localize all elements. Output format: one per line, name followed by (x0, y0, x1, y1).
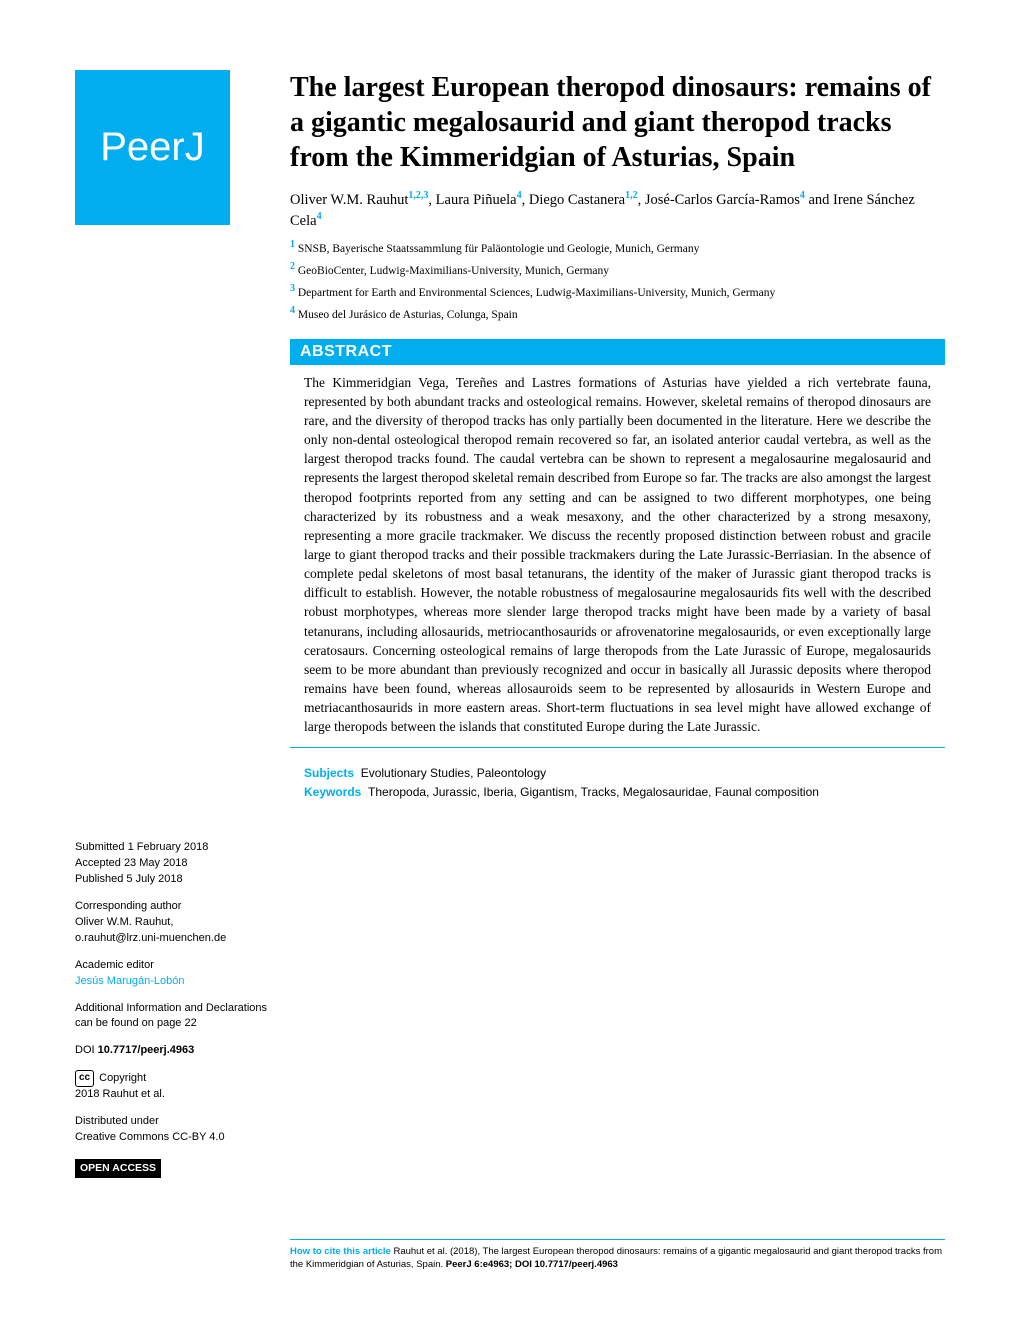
editor-name: Jesús Marugán-Lobón (75, 975, 184, 987)
copyright-text: 2018 Rauhut et al. (75, 1088, 165, 1100)
subjects-label: Subjects (304, 766, 354, 780)
distributed-label: Distributed under (75, 1115, 159, 1127)
published-date: 5 July 2018 (126, 873, 182, 885)
affiliation-row: 1 SNSB, Bayerische Staatssammlung für Pa… (290, 237, 945, 258)
keywords-label: Keywords (304, 785, 361, 799)
subjects-text: Evolutionary Studies, Paleontology (361, 766, 546, 780)
submitted-label: Submitted (75, 841, 125, 853)
affiliations-list: 1 SNSB, Bayerische Staatssammlung für Pa… (290, 237, 945, 324)
additional-info-block: Additional Information and Declarations … (75, 1001, 270, 1033)
abstract-heading: ABSTRACT (290, 339, 945, 365)
editor-label: Academic editor (75, 959, 154, 971)
peerj-logo: PeerJ (75, 70, 230, 225)
corresp-name: Oliver W.M. Rauhut, (75, 916, 173, 928)
accepted-label: Accepted (75, 857, 121, 869)
authors-list: Oliver W.M. Rauhut1,2,3, Laura Piñuela4,… (290, 189, 945, 231)
affiliation-row: 2 GeoBioCenter, Ludwig-Maximilians-Unive… (290, 259, 945, 280)
corresp-email: o.rauhut@lrz.uni-muenchen.de (75, 932, 226, 944)
abstract-text: The Kimmeridgian Vega, Tereñes and Lastr… (290, 365, 945, 748)
additional-info-text: Additional Information and Declarations … (75, 1002, 267, 1030)
citation-footer: How to cite this article Rauhut et al. (… (290, 1239, 945, 1272)
citation-journal: PeerJ 6:e4963; DOI 10.7717/peerj.4963 (446, 1259, 618, 1270)
distributed-text: Creative Commons CC-BY 4.0 (75, 1131, 225, 1143)
open-access-badge-wrapper: OPEN ACCESS (75, 1157, 270, 1178)
dates-block: Submitted 1 February 2018 Accepted 23 Ma… (75, 840, 270, 888)
distributed-block: Distributed under Creative Commons CC-BY… (75, 1114, 270, 1146)
article-title: The largest European theropod dinosaurs:… (290, 70, 945, 175)
copyright-label: Copyright (99, 1071, 146, 1087)
academic-editor-block: Academic editor Jesús Marugán-Lobón (75, 958, 270, 990)
corresponding-author-block: Corresponding author Oliver W.M. Rauhut,… (75, 899, 270, 947)
corresp-label: Corresponding author (75, 900, 181, 912)
affiliation-row: 3 Department for Earth and Environmental… (290, 281, 945, 302)
submitted-date: 1 February 2018 (128, 841, 209, 853)
accepted-date: 23 May 2018 (124, 857, 188, 869)
published-label: Published (75, 873, 123, 885)
subjects-row: Subjects Evolutionary Studies, Paleontol… (304, 764, 945, 783)
affiliation-row: 4 Museo del Jurásico de Asturias, Colung… (290, 303, 945, 324)
doi-block: DOI 10.7717/peerj.4963 (75, 1043, 270, 1059)
subjects-keywords-block: Subjects Evolutionary Studies, Paleontol… (290, 764, 945, 802)
keywords-text: Theropoda, Jurassic, Iberia, Gigantism, … (368, 785, 819, 799)
doi-value: 10.7717/peerj.4963 (98, 1044, 195, 1056)
doi-label: DOI (75, 1044, 95, 1056)
open-access-badge: OPEN ACCESS (75, 1159, 161, 1178)
citation-label: How to cite this article (290, 1246, 391, 1257)
article-metadata-sidebar: Submitted 1 February 2018 Accepted 23 Ma… (75, 840, 270, 1178)
cc-icon: cc (75, 1070, 94, 1087)
keywords-row: Keywords Theropoda, Jurassic, Iberia, Gi… (304, 783, 945, 802)
copyright-block: cc Copyright 2018 Rauhut et al. (75, 1070, 270, 1102)
